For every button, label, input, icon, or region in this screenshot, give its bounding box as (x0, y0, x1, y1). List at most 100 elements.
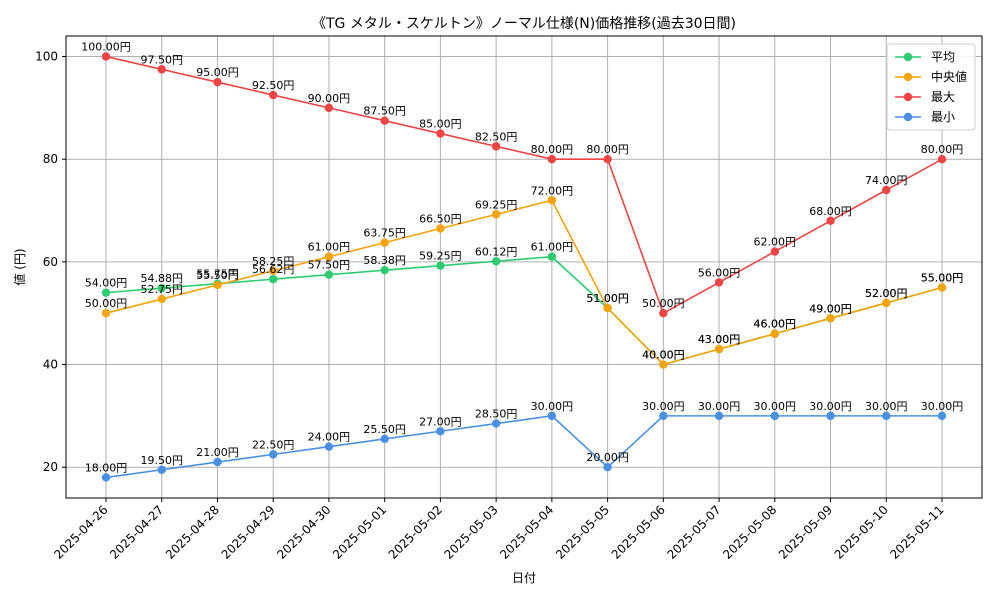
data-point (269, 450, 278, 459)
data-point (380, 434, 389, 444)
data-label: 69.25円 (475, 198, 518, 211)
data-point (714, 344, 724, 354)
data-label: 58.25円 (252, 255, 295, 268)
data-label: 30.00円 (754, 400, 797, 413)
data-label: 50.00円 (642, 297, 685, 310)
data-point (937, 411, 947, 421)
data-point (603, 303, 612, 313)
data-label: 62.00円 (754, 236, 797, 249)
legend-entry: 最小 (931, 110, 955, 124)
data-label: 18.00円 (85, 461, 128, 474)
data-label: 63.75円 (363, 227, 406, 240)
data-point (101, 288, 111, 297)
data-label: 58.38円 (363, 254, 406, 267)
data-label: 24.00円 (308, 431, 351, 444)
data-point (937, 155, 947, 164)
y-tick-label: 40 (43, 358, 58, 372)
series-line (105, 199, 943, 366)
data-point (826, 216, 835, 225)
y-tick-label: 100 (35, 50, 58, 64)
data-label: 68.00円 (809, 205, 852, 218)
data-label: 55.00円 (921, 272, 964, 285)
data-point (714, 411, 724, 421)
data-point (213, 78, 222, 87)
data-point (101, 52, 111, 61)
data-point (324, 442, 334, 451)
data-point (213, 457, 222, 467)
data-point (770, 329, 779, 338)
data-label: 30.00円 (921, 400, 964, 413)
data-label: 100.00円 (81, 41, 131, 54)
data-label: 22.50円 (252, 438, 295, 451)
data-label: 54.88円 (140, 272, 183, 285)
data-label: 82.50円 (475, 130, 518, 143)
data-point (882, 298, 891, 308)
data-point (436, 129, 445, 138)
data-label: 85.00円 (419, 118, 462, 131)
data-labels: 54.00円 54.88円 55.75円 56.62円 57.50円 58.38円 59.2… (81, 41, 963, 475)
data-point (269, 90, 278, 100)
data-point (157, 283, 166, 293)
data-label: 55.50円 (196, 269, 239, 282)
legend-swatch-marker (903, 92, 913, 102)
legend-swatch-marker (903, 112, 913, 122)
y-tick-label: 80 (43, 152, 58, 166)
data-point (826, 314, 835, 323)
data-point (157, 294, 166, 304)
data-point (380, 238, 389, 247)
data-label: 46.00円 (754, 318, 797, 331)
data-label: 72.00円 (531, 184, 574, 197)
series-group (101, 52, 947, 482)
legend-entry: 中央値 (931, 69, 967, 84)
data-label: 30.00円 (809, 400, 852, 413)
data-point (269, 275, 278, 284)
data-point (770, 247, 779, 256)
data-label: 51.00円 (586, 292, 629, 305)
data-point (491, 419, 501, 428)
data-point (882, 411, 891, 421)
data-label: 21.00円 (196, 446, 239, 459)
data-point (101, 473, 111, 482)
data-label: 55.75円 (196, 268, 239, 281)
x-axis-title: 日付 (512, 571, 536, 585)
data-point (324, 103, 334, 113)
data-label: 55.00円 (921, 272, 964, 285)
data-point (770, 411, 779, 421)
data-label: 56.00円 (698, 266, 741, 279)
data-point (603, 463, 612, 472)
data-label: 80.00円 (921, 143, 964, 156)
data-label: 30.00円 (865, 400, 908, 413)
data-label: 30.00円 (642, 400, 685, 413)
data-point (157, 465, 166, 474)
data-point (491, 210, 501, 219)
data-point (659, 360, 668, 369)
data-label: 27.00円 (419, 415, 462, 428)
data-label: 19.50円 (140, 454, 183, 467)
data-label: 20.00円 (586, 451, 629, 464)
series-line (105, 55, 943, 315)
data-label: 60.12円 (475, 245, 518, 258)
data-point (714, 278, 724, 287)
data-label: 43.00円 (698, 333, 741, 346)
data-label: 61.00円 (308, 241, 351, 254)
data-point (380, 265, 389, 275)
data-label: 54.00円 (85, 277, 128, 290)
y-axis-title: 値 (円) (12, 248, 27, 285)
data-label: 66.50円 (419, 213, 462, 226)
legend-entry: 最大 (931, 90, 955, 104)
data-point (603, 155, 612, 164)
data-label: 80.00円 (586, 143, 629, 156)
data-label: 74.00円 (865, 174, 908, 187)
legend-entry: 平均 (931, 50, 955, 64)
series-line (105, 415, 942, 479)
data-point (436, 261, 445, 270)
data-label: 40.00円 (642, 349, 685, 362)
data-point (269, 266, 278, 276)
data-point (547, 196, 557, 205)
data-point (436, 427, 445, 436)
data-point (101, 309, 111, 318)
grid-lines (66, 36, 982, 498)
